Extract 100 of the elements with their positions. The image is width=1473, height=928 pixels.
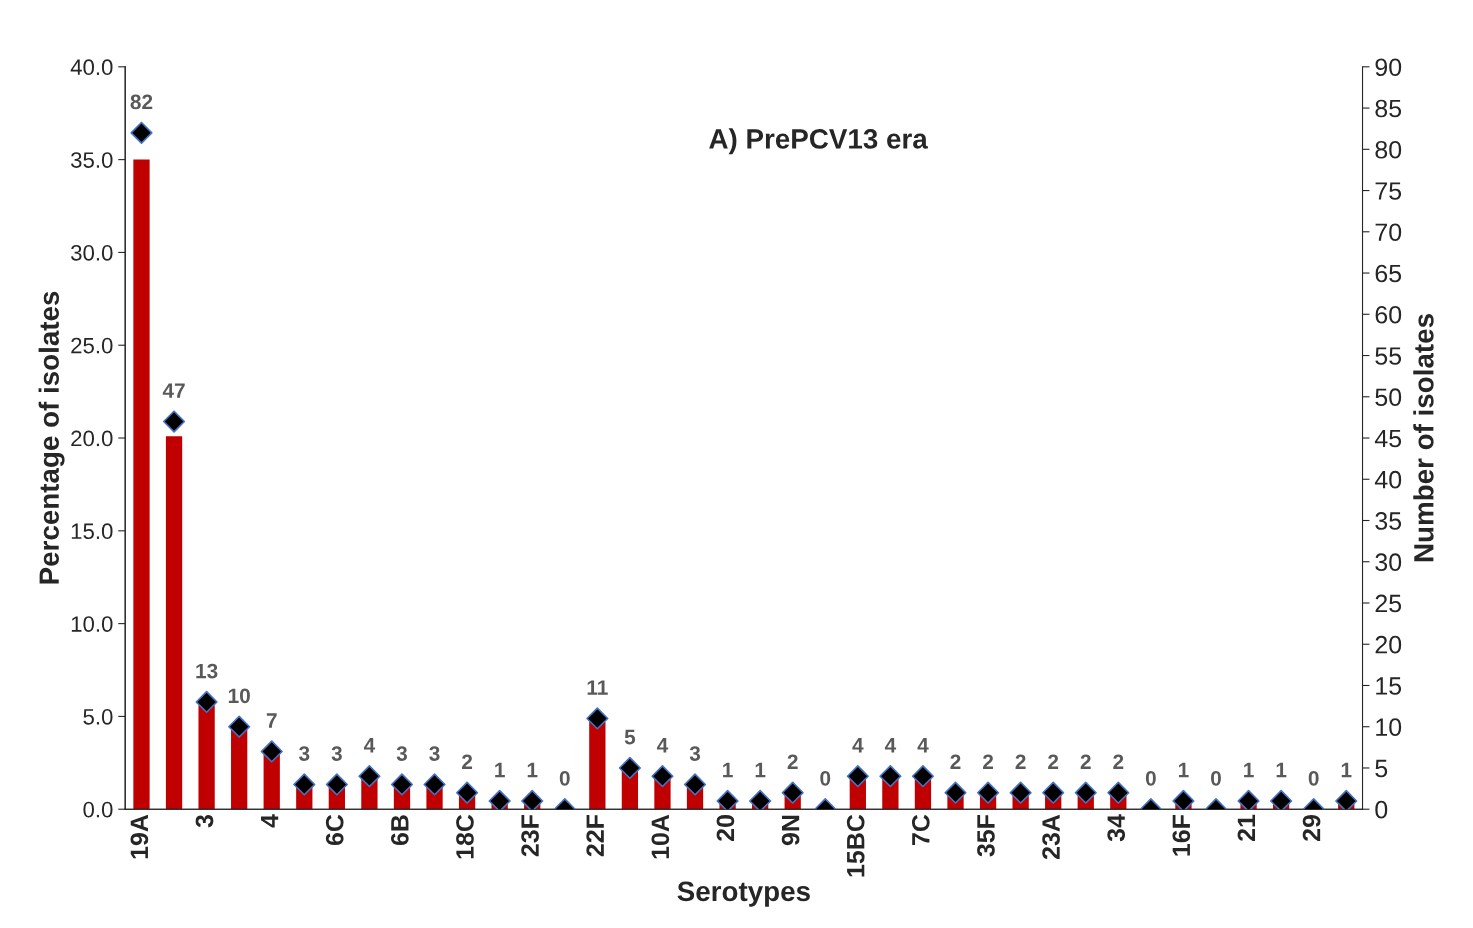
y2-axis-title: Number of isolates (1413, 314, 1434, 562)
y2-tick-label: 25 (1375, 594, 1402, 613)
y-axis-title: Percentage of isolates (38, 291, 65, 584)
data-label: 2 (787, 754, 798, 769)
point (423, 773, 446, 796)
y-tick-label: 15.0 (71, 523, 113, 540)
point (325, 773, 348, 796)
x-tick-label: 7C (911, 814, 930, 845)
y2-tick-label: 85 (1375, 99, 1402, 118)
y2-tick-label: 50 (1375, 388, 1402, 407)
point (1237, 789, 1260, 810)
point (1042, 781, 1065, 804)
data-label: 3 (331, 746, 342, 761)
data-label: 2 (1113, 754, 1124, 769)
point (1074, 781, 1097, 804)
point (195, 690, 218, 714)
point (911, 765, 935, 788)
data-label: 3 (689, 746, 701, 761)
point (651, 765, 674, 788)
data-label: 4 (917, 738, 929, 753)
y2-tick-label: 5 (1375, 759, 1388, 778)
point (1107, 781, 1130, 804)
point (586, 707, 609, 730)
data-label: 1 (1276, 762, 1287, 778)
data-label: 3 (396, 746, 408, 761)
x-tick-label: 16F (1172, 814, 1191, 856)
bar (133, 159, 150, 810)
point (683, 773, 707, 796)
x-tick-label: 9N (781, 815, 800, 846)
data-label: 10 (228, 688, 250, 704)
bar (231, 729, 248, 810)
point (358, 765, 381, 788)
bar (165, 436, 183, 810)
bar (198, 705, 215, 810)
y-tick-label: 25.0 (71, 337, 113, 354)
text: A) PrePCV13 era (709, 128, 928, 155)
x-tick-label: 23A (1042, 814, 1060, 860)
x-tick-label: 34 (1107, 814, 1126, 842)
y-tick-label: 30.0 (71, 244, 113, 261)
x-tick-label: 22F (586, 814, 604, 857)
y2-tick-label: 40 (1374, 470, 1402, 489)
data-label: 2 (983, 754, 994, 769)
y2-tick-label: 75 (1375, 182, 1402, 200)
point (781, 781, 804, 804)
x-tick-label: 15BC (846, 814, 865, 877)
data-label: 1 (1341, 762, 1352, 778)
x-tick-label: 6B (390, 815, 409, 846)
y-tick-label: 0.0 (83, 801, 113, 818)
point (879, 765, 902, 788)
x-tick-label: 3 (195, 814, 214, 828)
x-tick-label: 35F (977, 814, 995, 857)
data-label: 4 (363, 738, 376, 753)
y2-tick-label: 30 (1375, 553, 1402, 572)
point (749, 789, 772, 810)
point (228, 715, 251, 738)
y2-tick-label: 10 (1376, 718, 1402, 737)
y2-tick-label: 55 (1375, 347, 1402, 365)
x-tick-label: 19A (130, 814, 149, 859)
point (260, 740, 283, 763)
y2-tick-label: 20 (1375, 635, 1402, 654)
point (944, 781, 967, 804)
y2-tick-label: 45 (1374, 429, 1402, 448)
data-label: 1 (723, 762, 733, 778)
point (716, 789, 739, 810)
data-label: 11 (587, 680, 608, 695)
data-label: 3 (298, 746, 310, 761)
y2-tick-label: 65 (1375, 264, 1402, 283)
y-tick-label: 5.0 (83, 708, 113, 725)
x-tick-label: 29 (1302, 815, 1321, 842)
y2-tick-label: 70 (1375, 223, 1402, 242)
x-tick-label: 4 (261, 814, 279, 828)
x-tick-label: 6C (325, 814, 344, 846)
x-tick-label: 20 (716, 815, 735, 842)
point (846, 765, 869, 788)
data-label: 2 (1080, 754, 1091, 769)
y-tick-label: 35.0 (71, 152, 113, 168)
data-label: 1 (1178, 762, 1189, 778)
point (976, 781, 1000, 804)
point (455, 781, 479, 804)
point (162, 410, 186, 433)
data-label: 2 (462, 754, 473, 769)
point (1009, 781, 1032, 804)
x-tick-label: 18C (456, 814, 474, 859)
data-label: 0 (559, 770, 570, 786)
point (488, 789, 511, 810)
y-tick-label: 20.0 (71, 430, 113, 447)
data-label: 13 (196, 663, 218, 679)
y-tick-label: 40.0 (70, 59, 113, 76)
x-tick-label: 21 (1237, 814, 1256, 842)
y2-tick-label: 0 (1375, 800, 1388, 819)
bar (589, 721, 606, 810)
data-label: 0 (1145, 770, 1156, 786)
point (293, 773, 316, 796)
data-label: 4 (852, 738, 864, 753)
x-axis-title: Serotypes (677, 881, 810, 907)
data-label: 4 (656, 738, 669, 753)
data-label: 2 (1015, 754, 1026, 769)
y-tick-label: 10.0 (71, 616, 113, 632)
data-label: 3 (429, 746, 440, 761)
data-label: 47 (162, 383, 185, 398)
